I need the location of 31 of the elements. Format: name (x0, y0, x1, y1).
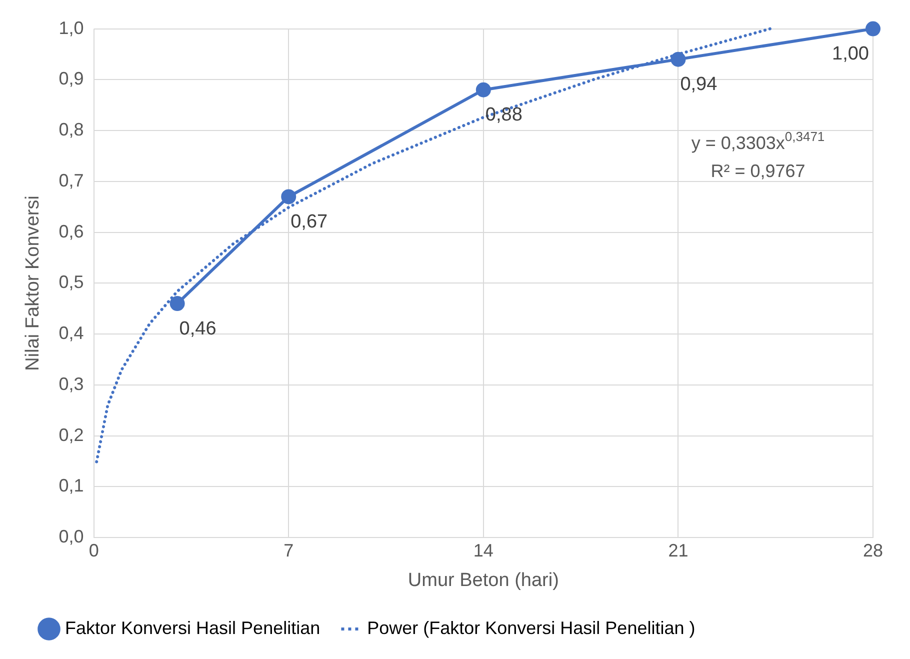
y-tick-label: 0,1 (58, 476, 84, 496)
y-tick-label: 0,3 (58, 374, 84, 394)
point (476, 82, 491, 98)
data-label: 0,67 (290, 211, 328, 232)
annotation: R² = 0,9767 (710, 160, 806, 181)
y-tick-label: 0,5 (58, 272, 84, 292)
y-tick-label: 0,8 (58, 120, 84, 140)
y-tick-label: 0,7 (58, 170, 84, 190)
y-axis-title: Nilai Faktor Konversi (22, 196, 44, 371)
point (866, 21, 880, 36)
y-tick-label: 0,2 (58, 424, 84, 445)
data-label: 1,00 (832, 44, 870, 65)
x-tick-label: 14 (473, 540, 494, 560)
point (170, 296, 185, 312)
x-tick-label: 0 (88, 540, 99, 560)
x-axis-title: Umur Beton (hari) (408, 570, 559, 591)
y-tick-label: 0,0 (58, 526, 84, 547)
data-label: 0,94 (680, 74, 718, 96)
x-tick-label: 28 (862, 540, 884, 560)
y-tick-label: 1,0 (58, 18, 84, 38)
y-tick-label: 0,9 (58, 68, 84, 89)
point (670, 52, 686, 67)
x-tick-label: 21 (668, 540, 688, 560)
y-tick-label: 0,4 (58, 323, 84, 344)
y-tick-label: 0,6 (58, 221, 84, 242)
data-label: 0,46 (179, 318, 216, 340)
legend-label: Power (Faktor Konversi Hasil Penelitian ) (367, 618, 696, 638)
legend-label: Faktor Konversi Hasil Penelitian (65, 618, 320, 638)
point (281, 189, 296, 204)
data-label: 0,88 (485, 104, 522, 126)
x-tick-label: 7 (284, 540, 294, 560)
